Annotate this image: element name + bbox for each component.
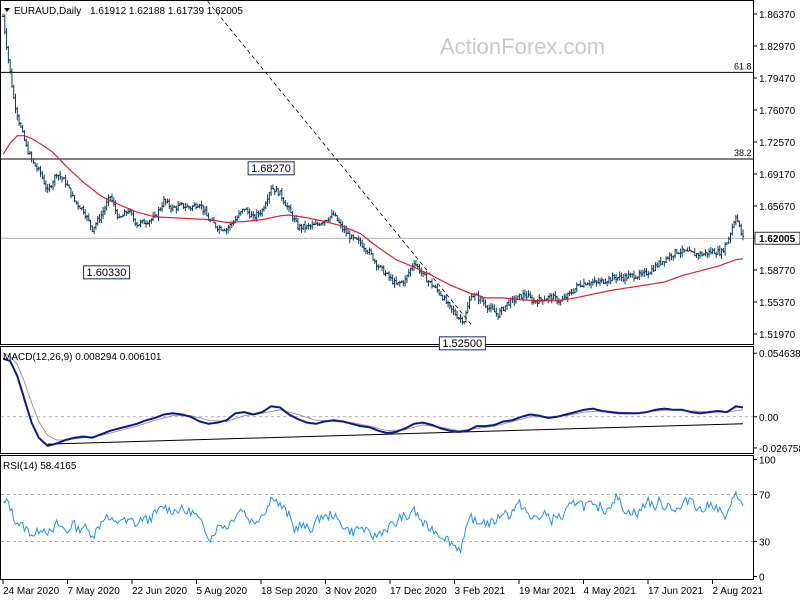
ohlc-bar	[741, 229, 745, 241]
moving-average-line	[2, 135, 744, 302]
axis-layer: 1.86370 1.82970 1.79470 1.76070 1.72570 1.691…	[2, 10, 800, 597]
rsi-layer	[1, 490, 753, 555]
x-tick-label: 3 Feb 2021	[455, 586, 506, 597]
macd-line	[2, 357, 744, 448]
price-y-tick-label: 1.82970	[759, 42, 796, 53]
x-tick-label: 17 Jun 2021	[648, 586, 703, 597]
price-label-text: 1.60330	[87, 267, 127, 279]
macd-layer	[1, 352, 753, 448]
price-layer: 61.8 38.2 1.68270 1.60330 1.52500	[1, 0, 753, 351]
rsi-y-tick-label: 30	[759, 537, 771, 548]
rsi-y-tick-label: 0	[759, 572, 765, 583]
x-tick-label: 3 Nov 2020	[326, 586, 378, 597]
price-label-text: 1.68270	[251, 163, 291, 175]
x-tick-label: 2 Aug 2021	[713, 586, 764, 597]
price-y-tick-label: 1.69170	[759, 170, 796, 181]
current-price-box	[754, 231, 800, 245]
watermark: ActionForex.com	[440, 34, 605, 59]
x-tick-label: 22 Jun 2020	[132, 586, 187, 597]
rsi-y-tick-label: 100	[759, 456, 776, 467]
price-label-box	[247, 161, 295, 176]
macd-signal-line	[2, 352, 744, 441]
header-symbol: EURAUD,Daily	[14, 6, 81, 17]
rsi-title: RSI(14) 58.4165	[3, 461, 77, 472]
price-y-tick-label: 1.58770	[759, 266, 796, 277]
price-y-tick-label: 1.79470	[759, 74, 796, 85]
price-y-tick-label: 1.72570	[759, 138, 796, 149]
price-trendline	[206, 0, 474, 328]
price-label-box	[438, 336, 486, 351]
price-y-tick-label: 1.51970	[759, 330, 796, 341]
macd-y-tick-label: -0.026758	[759, 444, 800, 455]
x-tick-label: 5 Aug 2020	[197, 586, 248, 597]
current-price-label: 1.62005	[759, 234, 796, 245]
x-tick-label: 7 May 2020	[68, 586, 121, 597]
x-tick-label: 19 Mar 2021	[519, 586, 576, 597]
header-dropdown-icon[interactable]	[4, 8, 10, 12]
rsi-line	[2, 490, 744, 555]
rsi-y-tick-label: 70	[759, 491, 771, 502]
price-y-tick-label: 1.65670	[759, 202, 796, 213]
macd-title: MACD(12,26,9) 0.008294 0.006101	[3, 352, 162, 363]
x-tick-label: 18 Sep 2020	[261, 586, 318, 597]
price-label-text: 1.52500	[442, 338, 482, 350]
macd-y-tick-label: 0.00	[759, 413, 779, 424]
macd-panel-frame	[0, 346, 754, 454]
x-tick-label: 4 May 2021	[584, 586, 637, 597]
macd-trendline	[47, 423, 744, 445]
fib-level-label: 38.2	[734, 148, 752, 158]
price-y-tick-label: 1.76070	[759, 106, 796, 117]
price-panel-frame	[0, 0, 754, 345]
macd-y-tick-label: 0.054638	[759, 349, 800, 360]
price-y-tick-label: 1.86370	[759, 10, 796, 21]
header-ohlc: 1.61912 1.62188 1.61739 1.62005	[90, 6, 243, 17]
x-tick-label: 24 Mar 2020	[3, 586, 60, 597]
price-y-tick-label: 1.55370	[759, 298, 796, 309]
price-label-box	[83, 265, 131, 280]
rsi-panel-frame	[0, 455, 754, 580]
x-tick-label: 17 Dec 2020	[390, 586, 447, 597]
fib-level-label: 61.8	[734, 61, 752, 71]
